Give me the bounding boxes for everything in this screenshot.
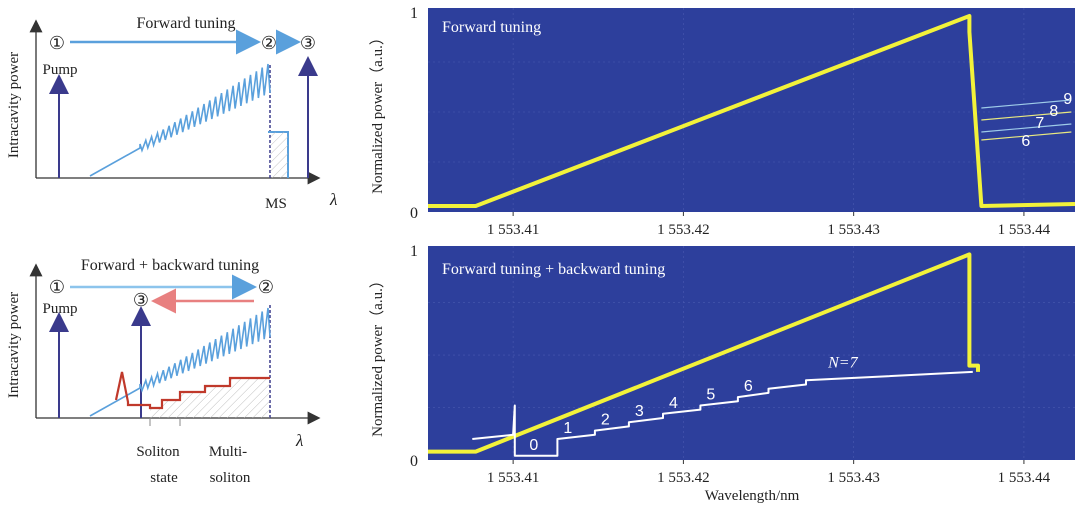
schematic-forward: Intracavity power λ Forward tuning ① ② ③… [6, 15, 337, 212]
intracavity-ramp-bottom [89, 307, 271, 417]
step-branch-6 [981, 131, 1072, 141]
x-tick-label: 1 553.44 [998, 470, 1051, 486]
marker-3-bottom: ③ [133, 290, 149, 310]
multisoliton-label-line1: Multi- [209, 444, 247, 460]
step-label-1: 1 [563, 420, 572, 437]
schematic-top-ylabel: Intracavity power [6, 52, 22, 158]
step-label-9: 9 [1063, 91, 1072, 108]
step-label-6: 6 [1021, 133, 1030, 150]
step-label-5: 5 [706, 386, 715, 403]
marker-2-bottom: ② [258, 277, 274, 297]
pump-label-top: Pump [42, 62, 77, 78]
plot-forward: Normalized power（a.u.） Forward tuning 1 … [369, 5, 1076, 238]
plot-bottom-ticks: 1 553.41 1 553.42 1 553.43 1 553.44 0 1 [410, 243, 1051, 486]
ms-hatch-top [270, 132, 288, 178]
plot-bottom-xlabel: Wavelength/nm [705, 488, 800, 504]
series-forward [428, 14, 1076, 208]
x-tick-label: 1 553.41 [487, 470, 540, 486]
intracavity-ramp-top [89, 63, 271, 177]
x-tick-label: 1 553.41 [487, 222, 540, 238]
x-tick-label: 1 553.42 [657, 222, 710, 238]
plot-top-title: Forward tuning [442, 19, 541, 36]
schematic-bottom-ylabel: Intracavity power [6, 292, 22, 398]
plot-bottom-title: Forward tuning + backward tuning [442, 261, 665, 278]
y-tick-label: 0 [410, 205, 418, 222]
n-label: N=7 [827, 355, 858, 372]
schematic-top-title: Forward tuning [136, 15, 235, 32]
plot-bottom-step-labels: 0 1 2 3 4 5 6 N=7 [529, 355, 858, 454]
marker-1-bottom: ① [49, 277, 65, 297]
x-tick-label: 1 553.42 [657, 470, 710, 486]
schematic-bottom-xlabel: λ [295, 431, 303, 450]
x-tick-label: 1 553.43 [827, 470, 880, 486]
plot-top-area [428, 8, 1075, 212]
plot-top-ylabel: Normalized power（a.u.） [369, 30, 386, 194]
soliton-label-line1: Soliton [136, 444, 180, 460]
x-tick-label: 1 553.43 [827, 222, 880, 238]
series-forward [428, 252, 980, 454]
step-label-8: 8 [1049, 103, 1058, 120]
step-label-4: 4 [669, 395, 678, 412]
marker-3-top: ③ [300, 33, 316, 53]
schematic-top-xlabel: λ [329, 190, 337, 209]
y-tick-label: 1 [410, 5, 418, 22]
step-label-0: 0 [529, 437, 538, 454]
plot-bottom-ylabel: Normalized power（a.u.） [369, 273, 386, 437]
schematic-bottom-title: Forward + backward tuning [81, 257, 259, 274]
step-branch-9 [981, 99, 1072, 109]
y-tick-label: 1 [410, 243, 418, 260]
series-backward [472, 370, 973, 457]
plot-bottom-traces [428, 252, 980, 457]
step-label-3: 3 [635, 403, 644, 420]
plot-top-traces [428, 14, 1076, 208]
multisoliton-label-line2: soliton [210, 470, 251, 486]
schematic-forward-backward: Intracavity power λ Forward + backward t… [6, 257, 321, 486]
y-tick-label: 0 [410, 453, 418, 470]
plot-bottom-area [428, 246, 1075, 460]
x-tick-label: 1 553.44 [998, 222, 1051, 238]
step-label-6: 6 [744, 378, 753, 395]
plot-top-grid [428, 8, 1075, 212]
plot-top-ticks: 1 553.41 1 553.42 1 553.43 1 553.44 0 1 [410, 5, 1051, 238]
step-branch-8 [981, 111, 1072, 121]
soliton-staircase [114, 371, 270, 410]
multisoliton-hatch [150, 378, 270, 418]
ms-label: MS [265, 196, 287, 212]
marker-1-top: ① [49, 33, 65, 53]
step-label-7: 7 [1035, 115, 1044, 132]
plot-forward-backward: Normalized power（a.u.） Forward tuning + … [369, 243, 1075, 504]
plot-bottom-grid [428, 246, 1075, 460]
step-label-2: 2 [601, 412, 610, 429]
marker-2-top: ② [261, 33, 277, 53]
step-branch-7 [981, 123, 1072, 133]
soliton-label-line2: state [150, 470, 178, 486]
pump-label-bottom: Pump [42, 301, 77, 317]
